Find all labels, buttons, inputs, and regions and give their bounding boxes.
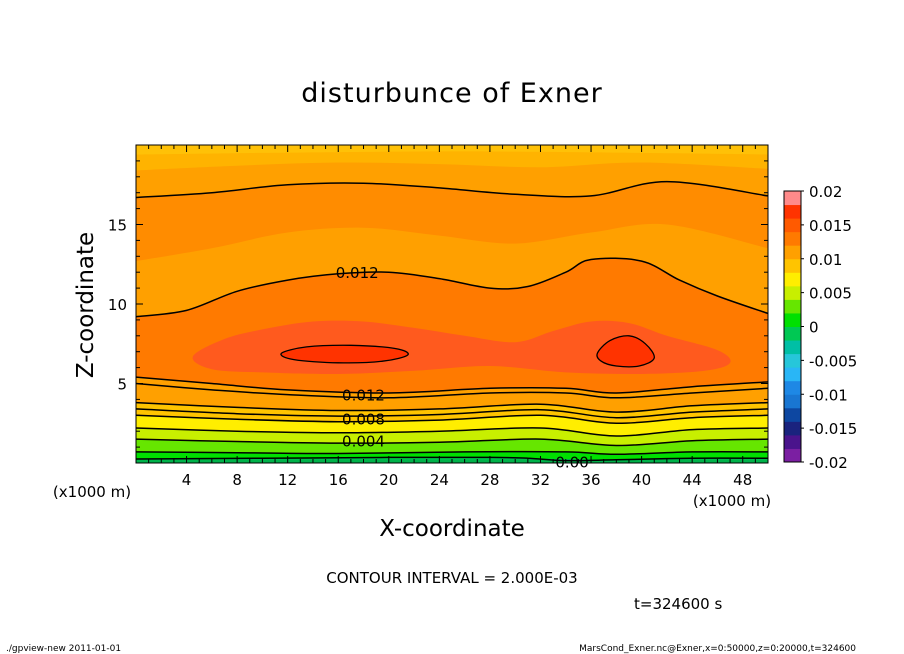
x-tick-label: 48	[733, 471, 752, 489]
y-axis-ticks: 5 10 15	[108, 144, 768, 464]
filled-contour-bands	[136, 145, 768, 463]
y-tick-label: 5	[117, 376, 127, 394]
time-text: t=324600 s	[634, 595, 722, 613]
x-axis-ticks: 4 8 12 16 20 24 28 32 36 40 44 48	[135, 145, 769, 489]
colorbar-swatch	[784, 326, 801, 341]
colorbar-swatch	[784, 312, 801, 327]
x-tick-label: 36	[581, 471, 600, 489]
y-unit-label: (x1000 m)	[53, 483, 131, 501]
x-tick-label: 12	[278, 471, 297, 489]
footer-right: MarsCond_Exner.nc@Exner,x=0:50000,z=0:20…	[579, 644, 856, 654]
y-tick-label: 15	[108, 217, 127, 235]
contour-label: 0.012	[342, 387, 385, 405]
x-tick-label: 32	[531, 471, 550, 489]
colorbar-tick-label: 0.005	[809, 285, 852, 303]
contour-line	[596, 335, 655, 368]
colorbar-tick-label: 0.01	[809, 251, 842, 269]
contour-label: 0.004	[342, 433, 385, 451]
contour-line	[136, 180, 768, 199]
x-tick-label: 8	[232, 471, 242, 489]
colorbar-swatch	[784, 421, 801, 436]
colorbar: 0.02 0.015 0.01 0.005 0 -0.005 -0.01 -0.015 -0.0…	[783, 183, 857, 472]
contour-band	[596, 335, 655, 367]
contour-band	[280, 345, 409, 363]
colorbar-swatch	[784, 285, 801, 300]
y-tick-label: 10	[108, 296, 127, 314]
contour-label: 0.008	[342, 410, 385, 428]
colorbar-swatch	[784, 448, 801, 463]
colorbar-tick-label: -0.015	[809, 420, 857, 438]
contour-line	[136, 456, 768, 462]
colorbar-tick-label: 0.02	[809, 183, 842, 201]
colorbar-swatch	[784, 258, 801, 273]
colorbar-swatch	[784, 218, 801, 233]
x-tick-label: 28	[480, 471, 499, 489]
x-tick-label: 16	[329, 471, 348, 489]
contour-interval-text: CONTOUR INTERVAL = 2.000E-03	[326, 569, 577, 587]
x-axis-label: X-coordinate	[379, 516, 525, 542]
colorbar-tick-label: -0.005	[809, 352, 857, 370]
x-unit-label: (x1000 m)	[693, 492, 771, 510]
contour-line	[136, 414, 768, 425]
contour-label: 0.012	[336, 264, 379, 282]
contour-line	[136, 427, 768, 437]
contour-labels: 0.012 0.012 0.008 0.004 0.00	[336, 264, 589, 471]
x-tick-label: 44	[683, 471, 702, 489]
colorbar-swatch	[784, 367, 801, 382]
colorbar-tick-label: -0.02	[809, 454, 848, 472]
y-axis-label: Z-coordinate	[73, 232, 99, 378]
x-tick-label: 24	[430, 471, 449, 489]
contour-line	[136, 401, 768, 413]
contour-line	[136, 408, 768, 419]
colorbar-swatch	[784, 191, 801, 206]
colorbar-swatch	[784, 245, 801, 260]
contour-label: 0.00	[555, 453, 588, 471]
chart-title: disturbunce of Exner	[301, 78, 602, 109]
colorbar-tick-label: 0	[809, 319, 819, 337]
x-tick-label: 4	[182, 471, 192, 489]
contour-lines	[136, 180, 768, 462]
contour-line	[136, 450, 768, 456]
colorbar-swatch	[784, 272, 801, 287]
colorbar-swatch	[784, 340, 801, 355]
contour-line	[136, 257, 768, 318]
contour-line	[280, 344, 409, 364]
colorbar-tick-label: 0.015	[809, 217, 852, 235]
colorbar-swatch	[784, 353, 801, 368]
colorbar-swatch	[784, 299, 801, 314]
contour-line	[136, 376, 768, 394]
contour-line	[136, 382, 768, 399]
colorbar-swatch	[784, 204, 801, 219]
x-tick-label: 20	[379, 471, 398, 489]
x-tick-label: 40	[632, 471, 651, 489]
colorbar-tick-label: -0.01	[809, 386, 848, 404]
colorbar-swatch	[784, 407, 801, 422]
colorbar-swatch	[784, 394, 801, 409]
contour-line	[136, 438, 768, 447]
contour-band	[136, 145, 768, 155]
colorbar-swatch	[784, 380, 801, 395]
colorbar-swatch	[784, 434, 801, 449]
colorbar-swatch	[784, 231, 801, 246]
footer-left: ./gpview-new 2011-01-01	[6, 644, 121, 654]
